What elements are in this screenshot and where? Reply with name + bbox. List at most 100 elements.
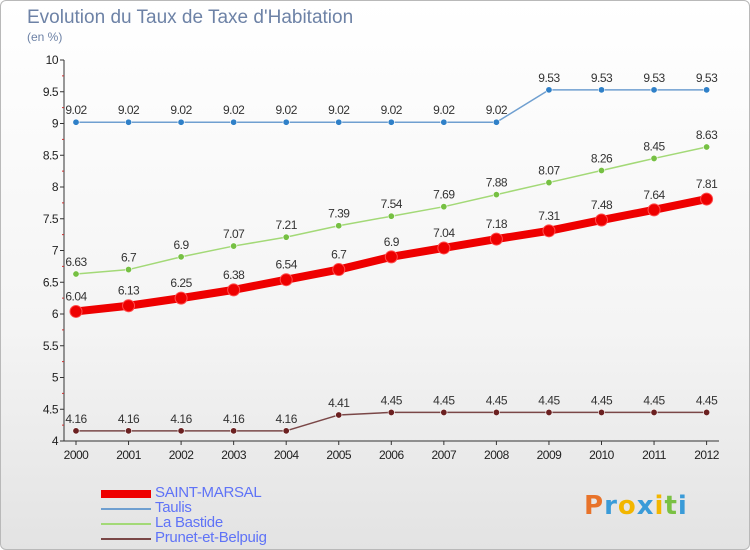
data-point-taulis [177, 118, 185, 126]
data-label-taulis: 9.02 [328, 103, 350, 117]
data-label-la-bastide: 7.69 [433, 188, 455, 202]
logo-letter: i [677, 491, 688, 521]
y-tick-label: 9.5 [43, 85, 59, 99]
data-label-taulis: 9.53 [696, 71, 718, 85]
data-point-taulis [545, 86, 553, 94]
data-label-prunet-et-belpuig: 4.45 [381, 393, 403, 407]
data-point-prunet-et-belpuig [335, 411, 343, 419]
data-point-saint-marsal [332, 263, 346, 277]
x-tick-label: 2011 [642, 448, 667, 462]
logo-letter: r [604, 491, 618, 521]
data-label-taulis: 9.02 [276, 103, 298, 117]
data-point-prunet-et-belpuig [125, 427, 133, 435]
data-point-la-bastide [72, 270, 80, 278]
x-tick-label: 2000 [64, 448, 90, 462]
y-tick-label: 6 [52, 307, 59, 321]
y-tick-label: 5.5 [43, 339, 59, 353]
data-point-saint-marsal [174, 291, 188, 305]
data-label-prunet-et-belpuig: 4.16 [276, 412, 298, 426]
y-tick-label: 4.5 [43, 402, 59, 416]
data-label-taulis: 9.02 [118, 103, 140, 117]
data-point-saint-marsal [489, 232, 503, 246]
logo-letter: t [664, 491, 678, 521]
y-tick-label: 8 [52, 180, 59, 194]
x-tick-label: 2002 [169, 448, 195, 462]
data-point-saint-marsal [122, 299, 136, 313]
data-point-saint-marsal [542, 224, 556, 238]
x-tick-label: 2010 [589, 448, 615, 462]
data-point-la-bastide [703, 143, 711, 151]
logo-letter: P [584, 491, 605, 521]
data-label-la-bastide: 7.21 [276, 218, 298, 232]
data-point-taulis [282, 118, 290, 126]
data-label-saint-marsal: 6.13 [118, 284, 140, 298]
data-label-taulis: 9.02 [486, 103, 508, 117]
data-label-prunet-et-belpuig: 4.45 [591, 393, 613, 407]
data-point-prunet-et-belpuig [597, 408, 605, 416]
data-label-prunet-et-belpuig: 4.16 [118, 412, 140, 426]
data-point-la-bastide [650, 154, 658, 162]
y-tick-label: 10 [46, 53, 59, 67]
legend-item-la-bastide: La Bastide [101, 514, 301, 531]
data-label-prunet-et-belpuig: 4.41 [328, 396, 350, 410]
y-tick-label: 5 [52, 371, 59, 385]
data-point-la-bastide [335, 222, 343, 230]
data-label-saint-marsal: 7.64 [643, 188, 665, 202]
logo-letter: x [636, 491, 655, 521]
x-tick-label: 2012 [694, 448, 720, 462]
data-point-prunet-et-belpuig [650, 408, 658, 416]
data-point-saint-marsal [595, 213, 608, 227]
data-label-prunet-et-belpuig: 4.16 [65, 412, 87, 426]
data-label-prunet-et-belpuig: 4.45 [643, 393, 665, 407]
legend-swatch [101, 490, 151, 498]
data-point-prunet-et-belpuig [440, 408, 448, 416]
legend-swatch [101, 523, 151, 525]
data-point-la-bastide [492, 191, 500, 199]
data-point-taulis [703, 86, 711, 94]
data-point-prunet-et-belpuig [177, 427, 185, 435]
data-label-la-bastide: 8.26 [591, 151, 613, 165]
data-point-prunet-et-belpuig [703, 408, 711, 416]
data-label-la-bastide: 8.45 [643, 139, 665, 153]
data-label-taulis: 9.02 [65, 103, 87, 117]
x-tick-label: 2001 [116, 448, 142, 462]
x-tick-label: 2009 [537, 448, 563, 462]
data-point-prunet-et-belpuig [230, 427, 238, 435]
data-label-saint-marsal: 6.54 [276, 258, 298, 272]
data-label-taulis: 9.02 [223, 103, 245, 117]
legend-label: Prunet-et-Belpuig [155, 529, 267, 546]
data-point-la-bastide [440, 203, 448, 211]
data-point-la-bastide [125, 266, 133, 274]
data-point-saint-marsal [437, 241, 451, 255]
data-label-saint-marsal: 6.38 [223, 268, 245, 282]
data-point-prunet-et-belpuig [492, 408, 500, 416]
data-label-prunet-et-belpuig: 4.45 [433, 393, 455, 407]
x-tick-label: 2008 [484, 448, 510, 462]
x-tick-label: 2006 [379, 448, 405, 462]
x-tick-label: 2004 [274, 448, 300, 462]
y-tick-label: 7.5 [43, 212, 59, 226]
data-label-saint-marsal: 7.48 [591, 198, 613, 212]
data-label-prunet-et-belpuig: 4.16 [170, 412, 192, 426]
legend-label: La Bastide [155, 514, 223, 531]
data-point-la-bastide [230, 242, 238, 250]
legend-swatch [101, 538, 151, 540]
data-label-prunet-et-belpuig: 4.45 [696, 393, 718, 407]
data-point-prunet-et-belpuig [387, 408, 395, 416]
legend-item-taulis: Taulis [101, 499, 301, 516]
y-tick-label: 6.5 [43, 275, 59, 289]
y-tick-label: 9 [52, 117, 59, 131]
data-label-taulis: 9.53 [538, 71, 560, 85]
data-label-la-bastide: 6.63 [65, 255, 87, 269]
data-point-la-bastide [545, 179, 553, 187]
data-label-taulis: 9.53 [643, 71, 665, 85]
data-label-saint-marsal: 7.04 [433, 226, 455, 240]
data-label-taulis: 9.53 [591, 71, 613, 85]
legend-swatch [101, 508, 151, 510]
data-label-la-bastide: 8.07 [538, 164, 560, 178]
data-label-saint-marsal: 6.04 [65, 289, 87, 303]
logo-letter: i [654, 491, 665, 521]
data-label-taulis: 9.02 [170, 103, 192, 117]
